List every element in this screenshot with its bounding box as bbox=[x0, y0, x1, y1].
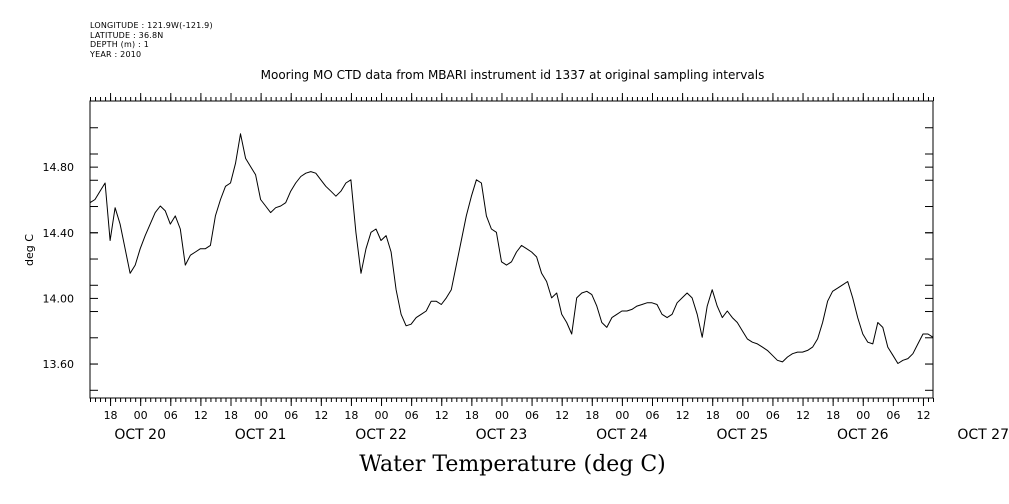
x-tick-label: 12 bbox=[314, 409, 328, 422]
x-tick-label: 18 bbox=[585, 409, 599, 422]
x-tick-label: 12 bbox=[555, 409, 569, 422]
x-day-label: OCT 22 bbox=[355, 427, 407, 443]
x-tick-label: 00 bbox=[736, 409, 750, 422]
x-day-label: OCT 24 bbox=[596, 427, 648, 443]
axis-ticks: 18 00 06 12 18 00 06 12 18 00 06 12 18 00 06 12 18 00 06 12… bbox=[43, 93, 1009, 443]
year-text: YEAR : 2010 bbox=[90, 49, 142, 59]
x-tick-label: 00 bbox=[856, 409, 870, 422]
x-tick-label: 06 bbox=[405, 409, 419, 422]
x-day-label: OCT 21 bbox=[235, 427, 287, 443]
x-tick-label: 12 bbox=[194, 409, 208, 422]
series-layer bbox=[89, 133, 934, 364]
x-tick-label: 00 bbox=[254, 409, 268, 422]
x-tick-label: 12 bbox=[435, 409, 449, 422]
x-tick-label: 18 bbox=[344, 409, 358, 422]
x-day-label: OCT 25 bbox=[717, 427, 769, 443]
x-tick-label: 12 bbox=[796, 409, 810, 422]
y-tick-label: 14.00 bbox=[43, 292, 75, 305]
x-tick-label: 06 bbox=[886, 409, 900, 422]
x-tick-label: 12 bbox=[676, 409, 690, 422]
y-axis-label: deg C bbox=[23, 234, 36, 266]
x-tick-label: 06 bbox=[525, 409, 539, 422]
metadata-block: LONGITUDE : 121.9W(-121.9) LATITUDE : 36… bbox=[90, 21, 213, 59]
y-tick-label: 14.80 bbox=[43, 161, 75, 174]
x-tick-label: 06 bbox=[766, 409, 780, 422]
x-day-label: OCT 20 bbox=[114, 427, 166, 443]
chart-title: Mooring MO CTD data from MBARI instrumen… bbox=[260, 68, 765, 82]
x-tick-label: 06 bbox=[646, 409, 660, 422]
x-day-label: OCT 26 bbox=[837, 427, 889, 443]
x-tick-label: 06 bbox=[164, 409, 178, 422]
x-tick-label: 18 bbox=[104, 409, 118, 422]
depth-text: DEPTH (m) : 1 bbox=[90, 40, 149, 49]
series-line-water-temperature bbox=[89, 133, 934, 364]
x-tick-label: 00 bbox=[615, 409, 629, 422]
x-tick-label: 00 bbox=[375, 409, 389, 422]
y-tick-label: 14.40 bbox=[43, 227, 75, 240]
x-day-label: OCT 23 bbox=[476, 427, 528, 443]
x-tick-label: 12 bbox=[916, 409, 930, 422]
longitude-text: LONGITUDE : 121.9W(-121.9) bbox=[90, 21, 213, 30]
x-tick-label: 06 bbox=[284, 409, 298, 422]
x-tick-label: 18 bbox=[826, 409, 840, 422]
x-tick-label: 00 bbox=[495, 409, 509, 422]
x-tick-label: 00 bbox=[134, 409, 148, 422]
latitude-text: LATITUDE : 36.8N bbox=[90, 30, 164, 40]
x-tick-label: 18 bbox=[706, 409, 720, 422]
plot-frame bbox=[89, 100, 934, 399]
x-tick-label: 18 bbox=[224, 409, 238, 422]
x-day-label: OCT 27 bbox=[957, 427, 1009, 443]
y-tick-label: 13.60 bbox=[43, 358, 75, 371]
x-tick-label: 18 bbox=[465, 409, 479, 422]
x-axis-label: Water Temperature (deg C) bbox=[359, 452, 666, 477]
